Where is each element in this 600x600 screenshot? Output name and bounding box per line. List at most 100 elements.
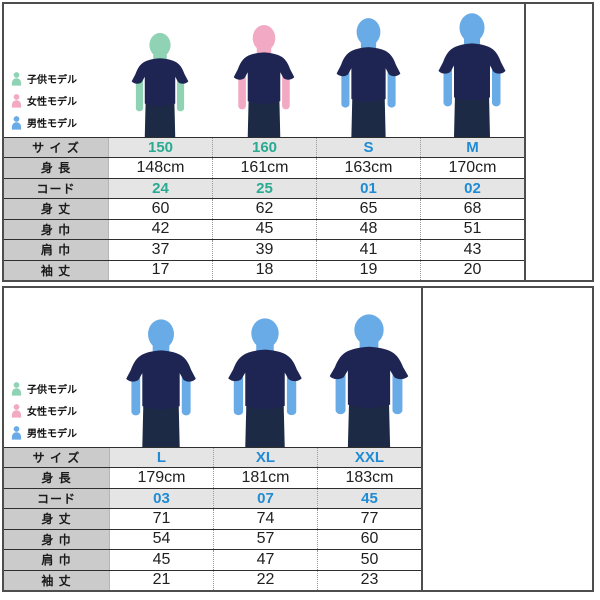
row-label: 身 丈 (4, 199, 108, 219)
legend-label: 女性モデル (27, 96, 77, 108)
value-cell: 41 (316, 240, 420, 260)
table-row: 袖 丈 21 22 23 (4, 569, 421, 590)
table-row: 身 長 179cm 181cm 183cm (4, 467, 421, 488)
legend-item-female: 女性モデル (10, 403, 77, 418)
value-cell: 48 (316, 219, 420, 239)
person-bust-icon (11, 115, 22, 130)
value-cell: 181cm (213, 468, 317, 488)
value-cell: 25 (212, 178, 316, 198)
legend-item-male: 男性モデル (10, 425, 77, 440)
row-label: 身 巾 (4, 529, 109, 549)
value-cell: 22 (213, 570, 317, 590)
value-cell: 24 (108, 178, 212, 198)
size-table-top: サ イ ズ 150 160 S M 身 長 148cm 161cm 163cm 170cm コード 2… (4, 136, 524, 280)
panel-bottom-empty-area (421, 288, 592, 590)
table-row: コード 03 07 45 (4, 487, 421, 508)
value-cell: 23 (317, 570, 421, 590)
legend-item-female: 女性モデル (10, 93, 77, 108)
table-row: 身 長 148cm 161cm 163cm 170cm (4, 157, 524, 178)
row-label: サ イ ズ (4, 137, 108, 157)
table-row: 肩 巾 37 39 41 43 (4, 239, 524, 260)
value-cell: 50 (317, 550, 421, 570)
model-area-top: 子供モデル 女性モデル 男性モデル (4, 4, 524, 137)
row-label: コード (4, 488, 109, 508)
value-cell: 37 (108, 240, 212, 260)
size-cell: XL (213, 447, 317, 467)
value-cell: 02 (420, 178, 524, 198)
value-cell: 74 (213, 509, 317, 529)
size-panel-top: 子供モデル 女性モデル 男性モデル サ イ ズ 150 160 S M 身 長 148cm 1… (2, 2, 594, 282)
size-panel-bottom: 子供モデル 女性モデル 男性モデル サ イ ズ L XL XXL 身 長 179cm 181… (2, 286, 594, 592)
legend-label: 子供モデル (27, 74, 77, 86)
size-cell: 160 (212, 137, 316, 157)
person-bust-icon (11, 425, 22, 440)
value-cell: 21 (109, 570, 213, 590)
row-label: 袖 丈 (4, 260, 108, 280)
legend-label: 女性モデル (27, 406, 77, 418)
panel-top-left-section: 子供モデル 女性モデル 男性モデル サ イ ズ 150 160 S M 身 長 148cm 1… (4, 4, 524, 280)
legend-item-male: 男性モデル (10, 115, 77, 130)
model-silhouette-L (126, 318, 196, 447)
value-cell: 148cm (108, 158, 212, 178)
value-cell: 42 (108, 219, 212, 239)
value-cell: 45 (212, 219, 316, 239)
size-cell: L (109, 447, 213, 467)
value-cell: 43 (420, 240, 524, 260)
model-silhouette-S (336, 17, 400, 137)
legend-label: 男性モデル (27, 428, 77, 440)
person-bust-icon (11, 403, 22, 418)
panel-bottom-left-section: 子供モデル 女性モデル 男性モデル サ イ ズ L XL XXL 身 長 179cm 181… (4, 288, 421, 590)
model-silhouette-XXL (329, 313, 409, 447)
model-silhouette-160 (233, 24, 295, 137)
row-label: 身 巾 (4, 219, 108, 239)
table-row: 身 巾 42 45 48 51 (4, 218, 524, 239)
size-cell: XXL (317, 447, 421, 467)
legend-item-child: 子供モデル (10, 381, 77, 396)
table-row: 袖 丈 17 18 19 20 (4, 259, 524, 280)
model-silhouette-XL (228, 317, 302, 447)
model-legend: 子供モデル 女性モデル 男性モデル (10, 381, 77, 440)
model-legend: 子供モデル 女性モデル 男性モデル (10, 71, 77, 130)
value-cell: 45 (109, 550, 213, 570)
value-cell: 01 (316, 178, 420, 198)
value-cell: 65 (316, 199, 420, 219)
table-row: コード 24 25 01 02 (4, 177, 524, 198)
table-row: 身 巾 54 57 60 (4, 528, 421, 549)
value-cell: 57 (213, 529, 317, 549)
row-label: サ イ ズ (4, 447, 109, 467)
person-bust-icon (11, 381, 22, 396)
legend-label: 子供モデル (27, 384, 77, 396)
value-cell: 39 (212, 240, 316, 260)
value-cell: 60 (317, 529, 421, 549)
model-silhouette-M (438, 12, 506, 137)
value-cell: 71 (109, 509, 213, 529)
row-label: コード (4, 178, 108, 198)
size-cell: S (316, 137, 420, 157)
value-cell: 03 (109, 488, 213, 508)
row-label: 肩 巾 (4, 550, 109, 570)
table-row: 身 丈 60 62 65 68 (4, 198, 524, 219)
value-cell: 163cm (316, 158, 420, 178)
table-row: 身 丈 71 74 77 (4, 508, 421, 529)
row-label: 身 長 (4, 158, 108, 178)
table-row: 肩 巾 45 47 50 (4, 549, 421, 570)
value-cell: 47 (213, 550, 317, 570)
model-silhouette-150 (131, 32, 189, 137)
value-cell: 183cm (317, 468, 421, 488)
value-cell: 54 (109, 529, 213, 549)
value-cell: 18 (212, 260, 316, 280)
row-label: 肩 巾 (4, 240, 108, 260)
value-cell: 20 (420, 260, 524, 280)
value-cell: 161cm (212, 158, 316, 178)
row-label: 身 長 (4, 468, 109, 488)
size-cell: M (420, 137, 524, 157)
row-label: 身 丈 (4, 509, 109, 529)
person-bust-icon (11, 71, 22, 86)
table-row: サ イ ズ 150 160 S M (4, 136, 524, 157)
value-cell: 170cm (420, 158, 524, 178)
person-bust-icon (11, 93, 22, 108)
value-cell: 77 (317, 509, 421, 529)
model-area-bottom: 子供モデル 女性モデル 男性モデル (4, 288, 421, 447)
table-row: サ イ ズ L XL XXL (4, 446, 421, 467)
